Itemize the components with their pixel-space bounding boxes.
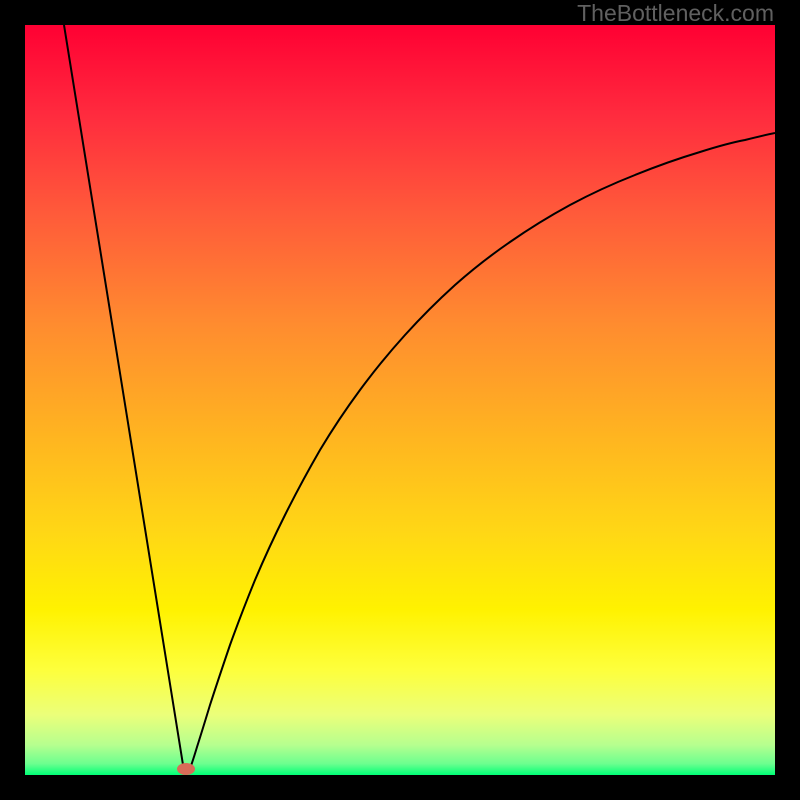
bottleneck-curve: [25, 25, 775, 775]
plot-area: [25, 25, 775, 775]
minimum-marker: [177, 763, 195, 775]
watermark-text: TheBottleneck.com: [577, 0, 774, 27]
